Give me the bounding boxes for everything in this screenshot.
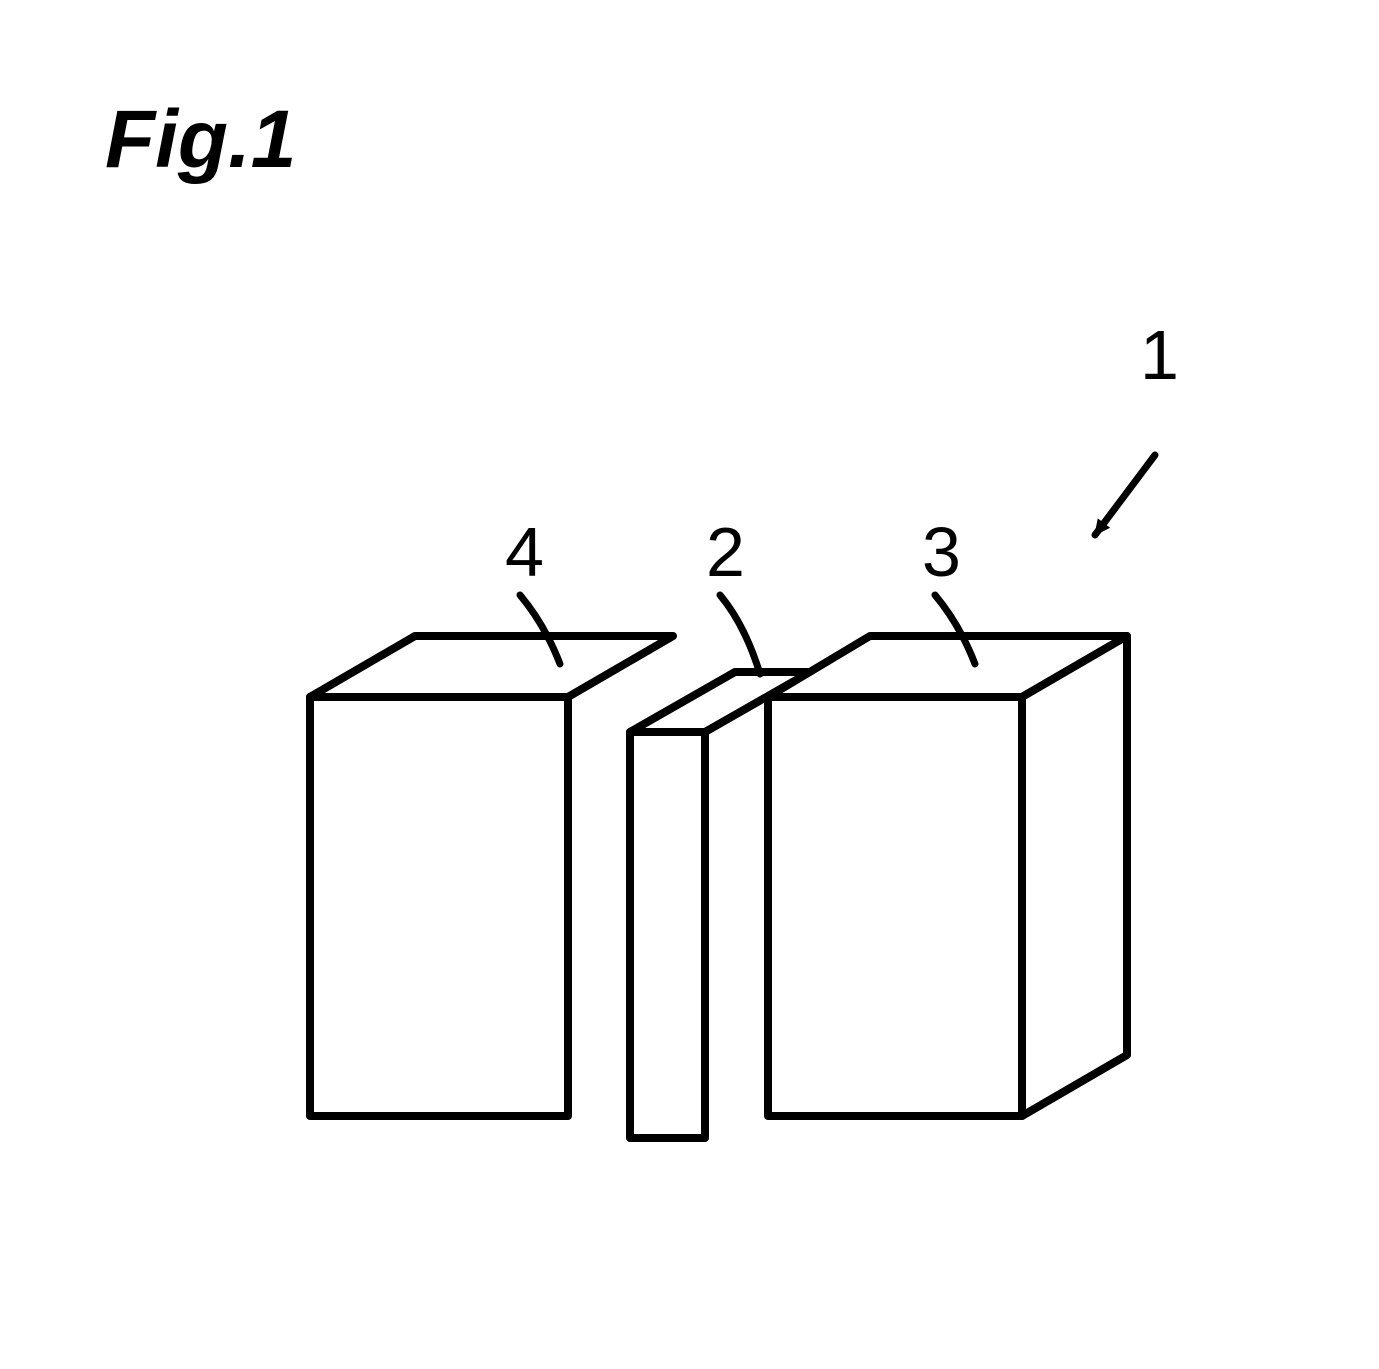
three-block-diagram (0, 0, 1379, 1369)
diagram-container: Fig.1 1 2 3 4 (0, 0, 1379, 1369)
